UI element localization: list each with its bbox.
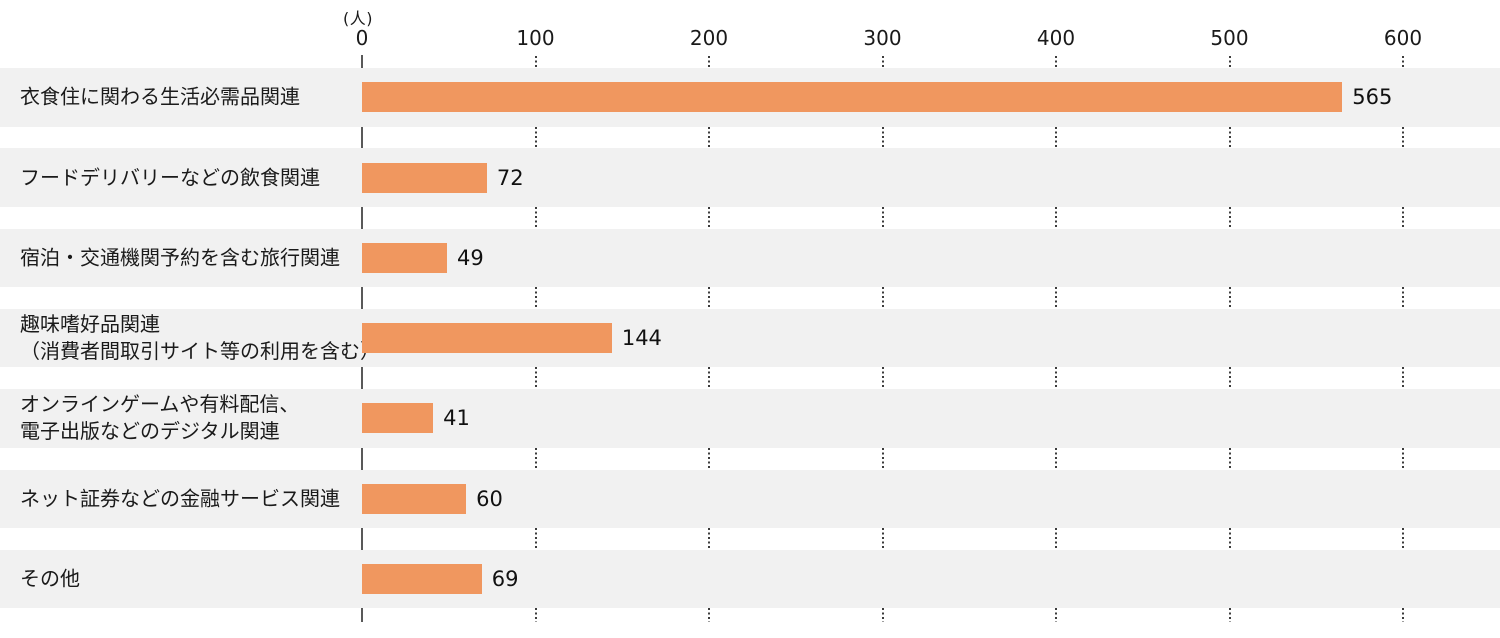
value-label: 72	[496, 165, 524, 190]
gridline-segment-400	[1055, 367, 1057, 390]
gridline-segment-600	[1402, 126, 1404, 149]
gridline-segment-400	[1055, 206, 1057, 229]
bar	[362, 564, 482, 595]
gridline-segment-100	[534, 447, 537, 470]
category-label: 宿泊・交通機関予約を含む旅行関連	[20, 245, 340, 270]
row-band: 趣味嗜好品関連 （消費者間取引サイト等の利用を含む）	[0, 308, 1500, 368]
gridline-segment-300	[881, 206, 884, 229]
gridline-segment-500	[1228, 126, 1231, 149]
row-band: フードデリバリーなどの飲食関連	[0, 148, 1500, 207]
gridline-segment-400	[1055, 447, 1057, 470]
gridline-segment-400	[1055, 126, 1057, 149]
gridline-segment-500	[1228, 56, 1231, 68]
gridline-segment-300	[881, 528, 884, 550]
x-tick-label-400: 400	[1036, 26, 1076, 50]
gridline-segment-100	[534, 206, 537, 229]
gridline-segment-200	[708, 126, 710, 149]
value-label: 69	[491, 567, 519, 592]
gridline-segment-600	[1402, 206, 1404, 229]
x-tick-label-0: 0	[355, 26, 369, 50]
gridline-segment-100	[534, 528, 537, 550]
gridline-segment-300	[881, 56, 884, 68]
bar	[362, 242, 447, 273]
gridline-segment-600	[1402, 56, 1404, 68]
x-tick-label-300: 300	[863, 26, 902, 50]
bar	[362, 82, 1343, 113]
gridline-segment-500	[1228, 206, 1231, 229]
bar	[362, 323, 612, 354]
category-label: ネット証券などの金融サービス関連	[20, 486, 340, 511]
row-band: オンラインゲームや有料配信、 電子出版などのデジタル関連	[0, 389, 1500, 448]
bar	[362, 162, 487, 193]
gridline-segment-200	[708, 528, 710, 550]
bar	[362, 483, 467, 514]
gridline-segment-200	[708, 206, 710, 229]
value-label: 41	[443, 406, 470, 431]
gridline-segment-100	[534, 126, 537, 149]
gridline-segment-500	[1228, 367, 1231, 390]
bar	[362, 403, 434, 434]
gridline-segment-500	[1228, 287, 1231, 309]
gridline-segment-600	[1402, 447, 1404, 470]
category-label: その他	[20, 566, 80, 591]
value-label: 60	[476, 486, 503, 511]
x-tick-label-500: 500	[1210, 26, 1249, 50]
row-band: その他	[0, 549, 1500, 609]
gridline-segment-600	[1402, 367, 1404, 390]
gridline-segment-300	[881, 447, 884, 470]
gridline-segment-300	[881, 367, 884, 390]
gridline-segment-400	[1055, 608, 1057, 622]
axis-unit-label: (人)	[343, 9, 373, 28]
gridline-segment-100	[534, 367, 537, 390]
category-label: オンラインゲームや有料配信、 電子出版などのデジタル関連	[20, 392, 300, 444]
x-tick-label-100: 100	[516, 26, 555, 50]
gridline-segment-600	[1402, 528, 1404, 550]
gridline-segment-400	[1055, 287, 1057, 309]
category-label: フードデリバリーなどの飲食関連	[20, 165, 320, 190]
gridline-segment-500	[1228, 447, 1231, 470]
gridline-segment-200	[708, 608, 710, 622]
gridline-segment-300	[881, 608, 884, 622]
row-band: 宿泊・交通機関予約を含む旅行関連	[0, 228, 1500, 288]
category-label: 衣食住に関わる生活必需品関連	[20, 84, 300, 109]
gridline-segment-200	[708, 447, 710, 470]
gridline-segment-200	[708, 287, 710, 309]
gridline-segment-100	[534, 608, 537, 622]
category-label: 趣味嗜好品関連 （消費者間取引サイト等の利用を含む）	[20, 312, 380, 364]
gridline-segment-600	[1402, 608, 1404, 622]
value-label: 49	[457, 245, 484, 270]
gridline-segment-500	[1228, 528, 1231, 550]
x-tick-label-600: 600	[1383, 26, 1423, 50]
gridline-segment-100	[534, 287, 537, 309]
gridline-segment-400	[1055, 56, 1057, 68]
row-band: ネット証券などの金融サービス関連	[0, 469, 1500, 528]
gridline-segment-400	[1055, 528, 1057, 550]
value-label: 565	[1352, 85, 1393, 110]
gridline-segment-200	[708, 56, 710, 68]
gridline-segment-100	[534, 56, 537, 68]
gridline-segment-600	[1402, 287, 1404, 309]
gridline-segment-200	[708, 367, 710, 390]
value-label: 144	[621, 326, 662, 351]
gridline-segment-300	[881, 287, 884, 309]
gridline-segment-300	[881, 126, 884, 149]
gridline-segment-500	[1228, 608, 1231, 622]
x-tick-label-200: 200	[689, 26, 729, 50]
